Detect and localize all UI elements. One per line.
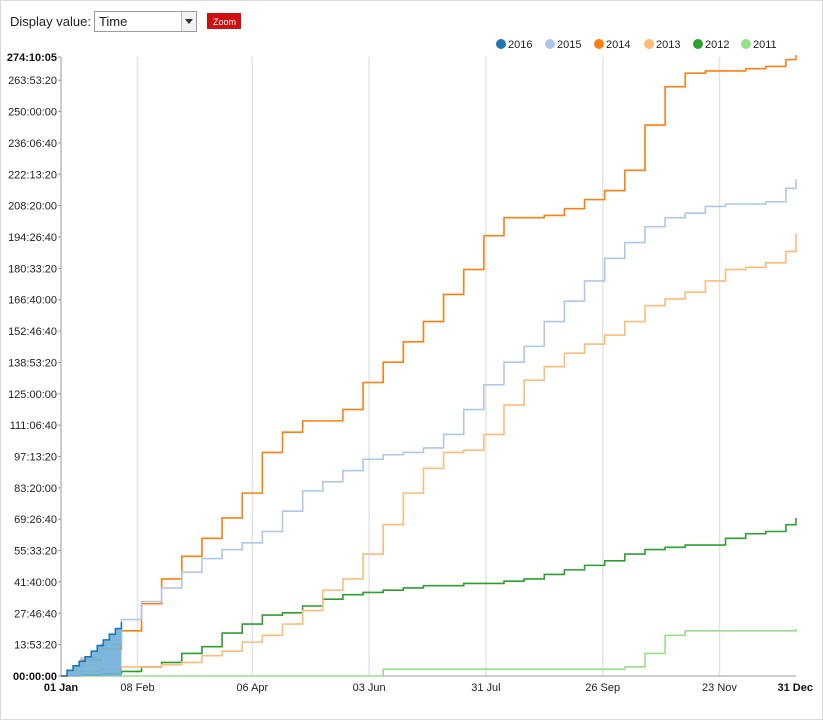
y-tick-label: 55:33:20: [14, 546, 57, 558]
y-tick-label: 41:40:00: [14, 577, 57, 589]
y-tick-label: 69:26:40: [14, 514, 57, 526]
y-tick-label: 274:10:05: [7, 52, 57, 64]
y-tick-label: 83:20:00: [14, 483, 57, 495]
y-tick-label: 222:13:20: [8, 169, 57, 181]
x-tick-label: 06 Apr: [236, 682, 268, 694]
legend-label-2015[interactable]: 2015: [557, 39, 581, 51]
series-line-2016: [61, 621, 123, 677]
legend[interactable]: 2016 2015 2014 2013 2012 2011: [496, 39, 777, 51]
y-tick-label: 97:13:20: [14, 451, 57, 463]
grid-lines: [136, 57, 721, 676]
x-tick-label: 03 Jun: [353, 682, 386, 694]
y-tick-label: 263:53:20: [8, 75, 57, 87]
series-lines: [61, 55, 797, 677]
series-line-2011: [61, 628, 797, 677]
legend-label-2016[interactable]: 2016: [508, 39, 532, 51]
legend-marker-2012[interactable]: [693, 39, 703, 49]
y-tick-label: 152:46:40: [8, 326, 57, 338]
x-tick-label: 31 Jul: [471, 682, 500, 694]
legend-marker-2015[interactable]: [545, 39, 555, 49]
series-line-2012: [61, 517, 797, 677]
legend-label-2013[interactable]: 2013: [656, 39, 680, 51]
y-axis: 00:00:00 13:53:20 27:46:40 41:40:00 55:33:20…: [7, 52, 62, 683]
series-area-2016: [61, 621, 122, 676]
legend-marker-2011[interactable]: [741, 39, 751, 49]
y-tick-label: 27:46:40: [14, 608, 57, 620]
legend-marker-2014[interactable]: [594, 39, 604, 49]
display-value-label: Display value:: [10, 13, 91, 29]
x-tick-label: 01 Jan: [44, 682, 79, 694]
y-tick-label: 138:53:20: [8, 357, 57, 369]
y-tick-label: 180:33:20: [8, 263, 57, 275]
x-axis: 01 Jan 08 Feb 06 Apr 03 Jun 31 Jul 26 Sep 23 N…: [44, 675, 813, 694]
y-tick-label: 236:06:40: [8, 138, 57, 150]
y-tick-label: 166:40:00: [8, 295, 57, 307]
legend-label-2014[interactable]: 2014: [606, 39, 630, 51]
x-tick-label: 31 Dec: [778, 682, 813, 694]
x-tick-label: 23 Nov: [702, 682, 737, 694]
y-tick-label: 00:00:00: [13, 671, 57, 683]
legend-marker-2013[interactable]: [644, 39, 654, 49]
legend-label-2011[interactable]: 2011: [753, 39, 777, 51]
series-line-2013: [61, 233, 797, 677]
series-line-2014: [61, 55, 797, 677]
legend-marker-2016[interactable]: [496, 39, 506, 49]
y-tick-label: 194:26:40: [8, 232, 57, 244]
display-controls: Display value: Time: [10, 9, 197, 33]
display-value-select[interactable]: Time: [93, 10, 197, 32]
y-tick-label: 125:00:00: [8, 389, 57, 401]
x-tick-label: 08 Feb: [120, 682, 154, 694]
y-tick-label: 208:20:00: [8, 201, 57, 213]
display-value-selected: Time: [98, 13, 128, 29]
y-tick-label: 111:06:40: [10, 420, 57, 432]
zoom-button[interactable]: Zoom: [207, 13, 241, 29]
chevron-down-icon[interactable]: [180, 11, 196, 31]
legend-label-2012[interactable]: 2012: [705, 39, 729, 51]
y-tick-label: 250:00:00: [8, 107, 57, 119]
y-tick-label: 13:53:20: [14, 640, 57, 652]
x-tick-label: 26 Sep: [585, 682, 620, 694]
series-line-2015: [61, 179, 797, 677]
